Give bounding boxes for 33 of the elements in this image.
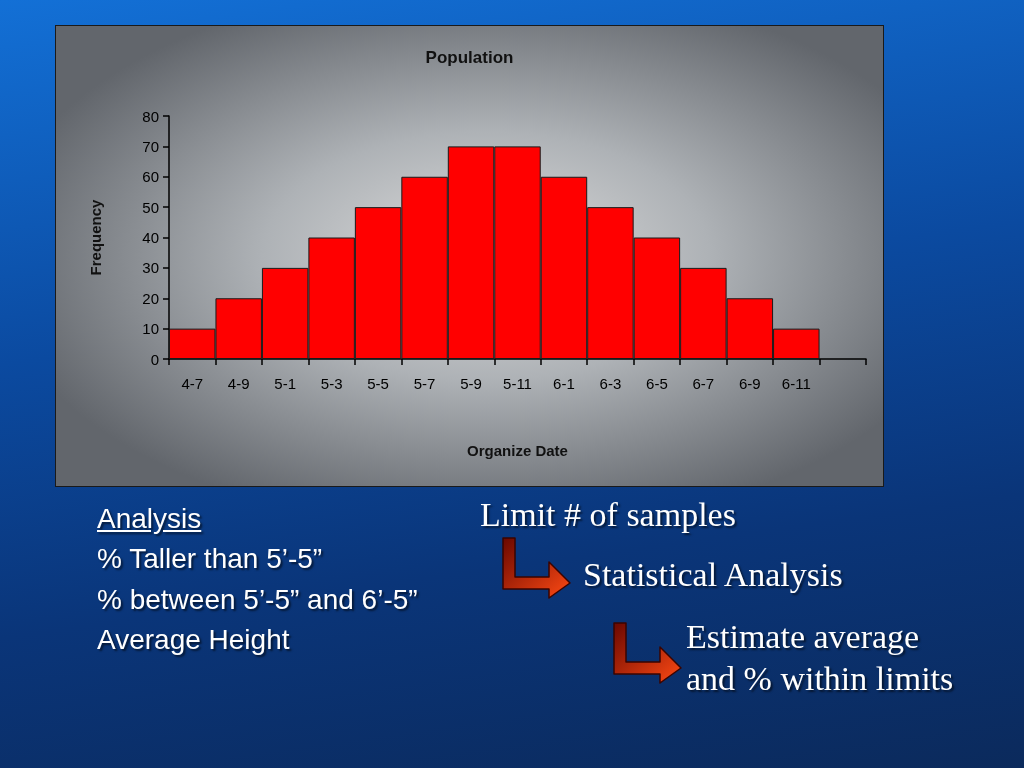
text: Analysis <box>97 502 202 536</box>
y-tick-label: 30 <box>142 259 159 277</box>
y-tick-label: 40 <box>142 229 159 246</box>
text: % between 5’-5” and 6’-5” <box>97 583 418 617</box>
x-tick-label: 6-11 <box>781 375 811 392</box>
text: Estimate average and % within limits <box>686 617 955 699</box>
x-tick-label: 6-9 <box>738 375 761 392</box>
text: Statistical Analysis <box>583 555 843 595</box>
y-tick-label: 0 <box>150 350 159 368</box>
x-tick-label: 5-11 <box>503 375 532 392</box>
x-tick-label: 5-3 <box>320 375 343 392</box>
x-tick-label: 5-9 <box>460 375 482 392</box>
y-tick-label: 80 <box>142 107 159 125</box>
y-tick-label: 50 <box>142 198 159 216</box>
x-tick-label: 5-5 <box>367 375 389 392</box>
y-tick-label: 10 <box>142 320 159 338</box>
x-tick-label: 5-1 <box>274 375 297 392</box>
y-axis-title: Frequency <box>87 198 104 276</box>
chart-title: Population <box>425 48 514 67</box>
x-axis-title: Organize Date <box>467 442 568 459</box>
x-tick-label: 6-1 <box>553 375 575 392</box>
y-tick-label: 60 <box>142 168 159 186</box>
x-tick-label: 5-7 <box>413 375 436 392</box>
text: Limit # of samples <box>480 495 736 535</box>
x-tick-label: 6-7 <box>692 375 715 392</box>
x-tick-label: 4-7 <box>181 375 204 392</box>
x-tick-label: 6-3 <box>599 375 622 392</box>
x-tick-label: 6-5 <box>646 375 668 392</box>
y-tick-label: 70 <box>142 137 159 155</box>
y-tick-label: 20 <box>142 289 159 307</box>
text: Average Height <box>97 623 290 657</box>
x-tick-label: 4-9 <box>227 375 250 392</box>
text: % Taller than 5’-5” <box>97 542 323 576</box>
